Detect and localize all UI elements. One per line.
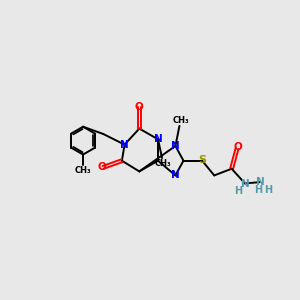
Text: N: N <box>154 134 162 144</box>
Text: H: H <box>254 184 262 195</box>
Text: CH₃: CH₃ <box>75 166 92 175</box>
Text: CH₃: CH₃ <box>155 159 172 168</box>
Text: N: N <box>171 141 180 151</box>
Text: N: N <box>241 179 250 189</box>
Text: H: H <box>234 186 242 196</box>
Text: H: H <box>264 184 272 195</box>
Text: N: N <box>171 170 180 180</box>
Text: N: N <box>120 140 129 150</box>
Text: O: O <box>135 102 144 112</box>
Text: N: N <box>256 177 265 187</box>
Text: CH₃: CH₃ <box>172 116 189 124</box>
Text: O: O <box>98 162 106 172</box>
Text: O: O <box>233 142 242 152</box>
Text: S: S <box>199 155 207 165</box>
